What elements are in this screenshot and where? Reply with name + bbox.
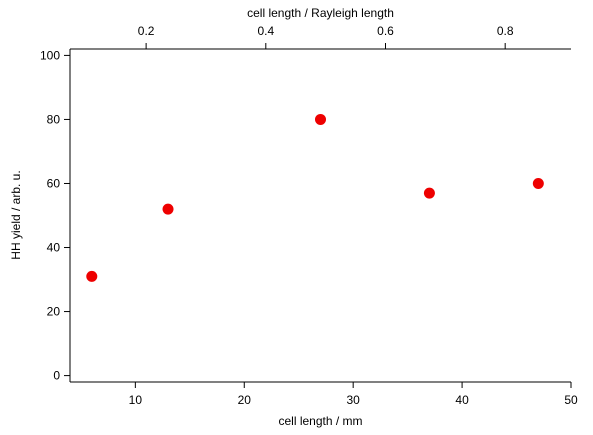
data-points [86,113,544,282]
x-tick-label: 30 [346,393,360,407]
x-tick-label: 40 [455,393,469,407]
data-point [423,187,435,199]
y-tick-label: 40 [47,241,61,255]
data-point [86,270,98,282]
y-axis-label: HH yield / arb. u. [9,170,23,259]
x-axis-label: cell length / mm [278,414,362,428]
y-ticks: 0 20 40 60 80 100 [40,48,70,383]
axes [69,48,571,383]
x2-tick-label: 0.8 [497,24,514,38]
y-tick-label: 80 [47,112,61,126]
y-tick-label: 0 [53,369,60,383]
x-tick-label: 50 [564,393,578,407]
x2-tick-label: 0.4 [257,24,274,38]
x-tick-label: 20 [238,393,252,407]
x2-tick-label: 0.2 [138,24,155,38]
x2-tick-label: 0.6 [377,24,394,38]
y-tick-label: 60 [47,176,61,190]
data-point [532,177,544,189]
x-ticks: 10 20 30 40 50 [129,382,578,407]
data-point [315,113,326,125]
y-tick-label: 100 [40,48,60,62]
x2-axis-label: cell length / Rayleigh length [247,6,394,20]
data-point [162,203,174,215]
y-tick-label: 20 [47,305,61,319]
x-tick-label: 10 [129,393,143,407]
x2-ticks: 0.2 0.4 0.6 0.8 [138,24,514,49]
